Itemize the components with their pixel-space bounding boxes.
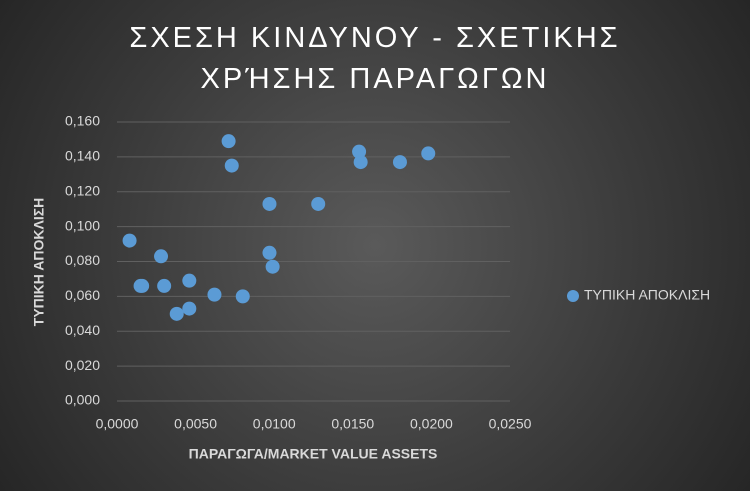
point — [392, 155, 407, 170]
point — [262, 196, 277, 211]
point — [352, 144, 367, 159]
legend-marker — [567, 290, 579, 302]
point — [122, 233, 137, 248]
point — [311, 196, 326, 211]
y-tick-label: 0,120 — [65, 182, 100, 198]
point — [157, 278, 172, 293]
point — [182, 273, 197, 288]
x-tick-label: 0,0250 — [489, 416, 532, 432]
point — [154, 249, 169, 264]
point — [421, 146, 436, 161]
y-tick-label: 0,040 — [65, 322, 100, 338]
x-tick-label: 0,0150 — [331, 416, 374, 432]
point — [135, 278, 150, 293]
point — [224, 158, 239, 173]
y-tick-label: 0,160 — [65, 113, 100, 129]
x-axis-title: ΠΑΡΑΓΩΓΑ/MARKET VALUE ASSETS — [189, 446, 438, 462]
x-tick-label: 0,0000 — [96, 416, 139, 432]
point — [221, 134, 236, 149]
point — [353, 155, 368, 170]
point — [207, 287, 222, 302]
point — [262, 245, 277, 260]
x-tick-label: 0,0050 — [174, 416, 217, 432]
chart-title: ΣΧΕΣΗ ΚΙΝΔΥΝΟΥ - ΣΧΕΤΙΚΗΣ ΧΡΉΣΗΣ ΠΑΡΑΓΩΓ… — [129, 22, 621, 95]
point — [182, 301, 197, 316]
point — [169, 306, 184, 321]
x-tick-label: 0,0100 — [253, 416, 296, 432]
y-tick-label: 0,020 — [65, 357, 100, 373]
y-tick-label: 0,080 — [65, 252, 100, 268]
x-tick-label: 0,0200 — [410, 416, 453, 432]
point — [235, 289, 250, 304]
y-tick-label: 0,060 — [65, 287, 100, 303]
y-tick-label: 0,140 — [65, 148, 100, 164]
legend-label: ΤΥΠΙΚΗ ΑΠΟΚΛΙΣΗ — [584, 287, 710, 303]
point — [265, 259, 280, 274]
y-tick-label: 0,000 — [65, 392, 100, 408]
y-tick-label: 0,100 — [65, 217, 100, 233]
y-axis-title: ΤΥΠΙΚΗ ΑΠΟΚΛΙΣΗ — [31, 198, 47, 326]
